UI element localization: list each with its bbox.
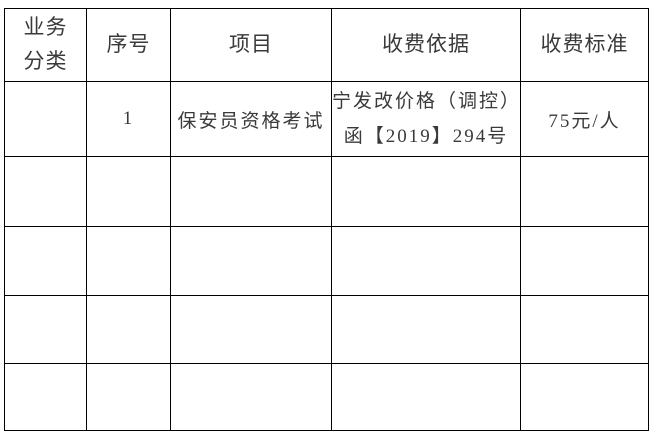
cell-business-category xyxy=(4,81,87,157)
header-fee-standard-label: 收费标准 xyxy=(540,33,629,56)
cell-project xyxy=(170,156,332,227)
cell-project: 保安员资格考试 xyxy=(170,81,332,157)
header-fee-basis-label: 收费依据 xyxy=(382,33,470,56)
fee-schedule-table: 业务 分类 序号 项目 收费依据 收费标准 1 保安员资格考试 宁发改价格（调控… xyxy=(4,8,649,431)
header-business-category: 业务 分类 xyxy=(4,8,87,82)
table-row-empty xyxy=(4,226,649,296)
cell-project xyxy=(170,363,332,431)
cell-fee-basis xyxy=(331,363,521,431)
cell-serial-number xyxy=(86,295,171,364)
cell-serial-number xyxy=(86,226,171,296)
header-serial-number: 序号 xyxy=(86,8,171,82)
cell-fee-basis-line2: 函【2019】294号 xyxy=(343,126,509,147)
cell-fee-basis xyxy=(331,295,521,364)
cell-serial-number xyxy=(86,363,171,431)
cell-business-category xyxy=(4,156,87,227)
cell-fee-standard xyxy=(520,295,649,364)
cell-project xyxy=(170,226,332,296)
cell-project xyxy=(170,295,332,364)
table-row-empty xyxy=(4,295,649,364)
cell-business-category xyxy=(4,226,87,296)
header-fee-basis: 收费依据 xyxy=(331,8,521,82)
cell-fee-basis-line1: 宁发改价格（调控） xyxy=(332,91,521,112)
table-header-row: 业务 分类 序号 项目 收费依据 收费标准 xyxy=(4,8,649,82)
cell-business-category xyxy=(4,295,87,364)
table-row-empty xyxy=(4,363,649,431)
cell-fee-standard: 75元/人 xyxy=(520,81,649,157)
cell-fee-basis xyxy=(331,226,521,296)
cell-serial-number: 1 xyxy=(86,81,171,157)
header-business-category-line2: 分类 xyxy=(23,50,68,73)
cell-serial-number xyxy=(86,156,171,227)
header-project-label: 项目 xyxy=(229,33,273,56)
cell-fee-basis: 宁发改价格（调控） 函【2019】294号 xyxy=(331,81,521,157)
cell-fee-standard xyxy=(520,156,649,227)
table-row-empty xyxy=(4,156,649,227)
header-project: 项目 xyxy=(170,8,332,82)
table-row: 1 保安员资格考试 宁发改价格（调控） 函【2019】294号 75元/人 xyxy=(4,81,649,157)
cell-fee-basis xyxy=(331,156,521,227)
cell-fee-standard xyxy=(520,363,649,431)
header-business-category-line1: 业务 xyxy=(23,16,68,39)
cell-fee-standard xyxy=(520,226,649,296)
header-serial-number-label: 序号 xyxy=(106,33,151,56)
header-fee-standard: 收费标准 xyxy=(520,8,649,82)
cell-business-category xyxy=(4,363,87,431)
